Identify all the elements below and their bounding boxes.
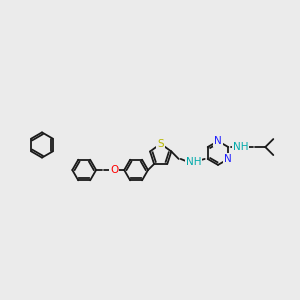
Text: NH: NH bbox=[232, 142, 248, 152]
Text: N: N bbox=[224, 154, 232, 164]
Text: S: S bbox=[158, 139, 164, 149]
Text: O: O bbox=[110, 165, 118, 175]
Text: NH: NH bbox=[186, 157, 201, 167]
Text: N: N bbox=[214, 136, 222, 146]
